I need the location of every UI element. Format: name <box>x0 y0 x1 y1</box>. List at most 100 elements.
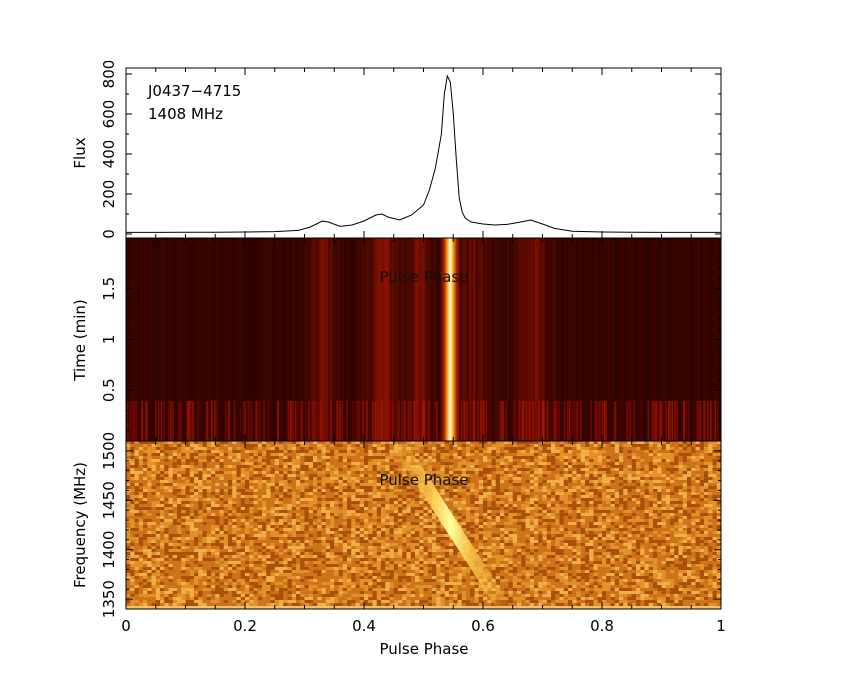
noise-cell <box>262 516 267 520</box>
noise-cell <box>257 504 263 508</box>
noise-cell <box>474 498 480 502</box>
phase-time-stripe <box>246 238 250 441</box>
noise-cell <box>381 450 386 454</box>
phase-time-stripe <box>661 238 665 441</box>
noise-cell <box>253 462 259 466</box>
noise-cell <box>687 468 692 472</box>
noise-cell <box>653 522 658 526</box>
noise-cell <box>517 483 522 487</box>
noise-cell <box>525 450 531 454</box>
noise-cell <box>470 441 475 445</box>
phase-time-stripe <box>306 238 310 441</box>
noise-cell <box>457 471 463 475</box>
noise-cell <box>572 501 577 505</box>
noise-cell <box>262 459 267 463</box>
noise-cell <box>699 456 705 460</box>
noise-cell <box>627 483 633 487</box>
noise-cell <box>317 465 322 469</box>
noise-cell <box>308 495 314 499</box>
noise-cell <box>597 474 603 478</box>
noise-cell <box>546 528 552 532</box>
noise-cell <box>300 486 305 490</box>
noise-cell <box>568 513 573 517</box>
noise-cell <box>368 501 373 505</box>
noise-cell <box>253 459 259 463</box>
noise-cell <box>402 495 407 499</box>
noise-cell <box>359 504 365 508</box>
noise-cell <box>160 444 165 448</box>
phase-time-stripe <box>340 238 343 441</box>
noise-cell <box>704 522 709 526</box>
noise-cell <box>381 465 386 469</box>
noise-cell <box>610 456 616 460</box>
noise-cell <box>262 486 267 490</box>
noise-cell <box>266 456 271 460</box>
noise-cell <box>134 510 140 514</box>
noise-cell <box>602 444 607 448</box>
noise-cell <box>211 474 216 478</box>
noise-cell <box>470 504 475 508</box>
noise-cell <box>657 513 662 517</box>
phase-time-stripe <box>574 238 577 441</box>
noise-cell <box>538 444 543 448</box>
phase-time-noise <box>346 401 348 441</box>
noise-cell <box>636 456 641 460</box>
noise-cell <box>253 513 259 517</box>
noise-cell <box>398 498 403 502</box>
noise-cell <box>202 531 208 535</box>
noise-cell <box>313 468 318 472</box>
noise-cell <box>151 522 157 526</box>
noise-cell <box>283 531 288 535</box>
noise-cell <box>253 528 259 532</box>
noise-cell <box>627 477 633 481</box>
phase-time-stripe <box>262 238 266 441</box>
noise-cell <box>402 498 407 502</box>
noise-cell <box>342 462 348 466</box>
phase-time-noise <box>263 401 265 441</box>
noise-cell <box>189 468 195 472</box>
noise-cell <box>682 447 688 451</box>
noise-cell <box>670 516 675 520</box>
noise-cell <box>308 441 314 445</box>
phase-time-stripe <box>381 238 385 441</box>
noise-cell <box>576 528 582 532</box>
noise-cell <box>691 456 696 460</box>
noise-cell <box>657 525 662 529</box>
noise-cell <box>164 447 169 451</box>
noise-cell <box>606 474 611 478</box>
noise-cell <box>538 516 543 520</box>
noise-cell <box>308 525 314 529</box>
noise-cell <box>126 483 131 487</box>
noise-cell <box>194 441 199 445</box>
noise-cell <box>517 486 522 490</box>
noise-cell <box>546 519 552 523</box>
noise-cell <box>627 504 633 508</box>
noise-cell <box>155 498 161 502</box>
noise-cell <box>678 519 684 523</box>
noise-cell <box>491 453 497 457</box>
noise-cell <box>321 504 327 508</box>
noise-cell <box>202 504 208 508</box>
noise-cell <box>160 480 165 484</box>
noise-cell <box>134 471 140 475</box>
noise-cell <box>529 489 535 493</box>
noise-cell <box>648 492 654 496</box>
noise-cell <box>504 456 509 460</box>
noise-cell <box>670 507 675 511</box>
phase-time-stripe <box>328 238 331 441</box>
noise-cell <box>457 513 463 517</box>
noise-cell <box>359 465 365 469</box>
phase-time-stripe <box>145 238 149 441</box>
noise-cell <box>495 528 501 532</box>
noise-cell <box>653 456 658 460</box>
noise-cell <box>631 510 637 514</box>
noise-cell <box>546 498 552 502</box>
phase-time-noise <box>157 401 160 441</box>
phase-time-stripe <box>623 238 627 441</box>
noise-cell <box>674 492 679 496</box>
noise-cell <box>440 471 446 475</box>
noise-cell <box>134 465 140 469</box>
noise-cell <box>682 501 688 505</box>
noise-cell <box>372 495 378 499</box>
noise-cell <box>347 501 352 505</box>
